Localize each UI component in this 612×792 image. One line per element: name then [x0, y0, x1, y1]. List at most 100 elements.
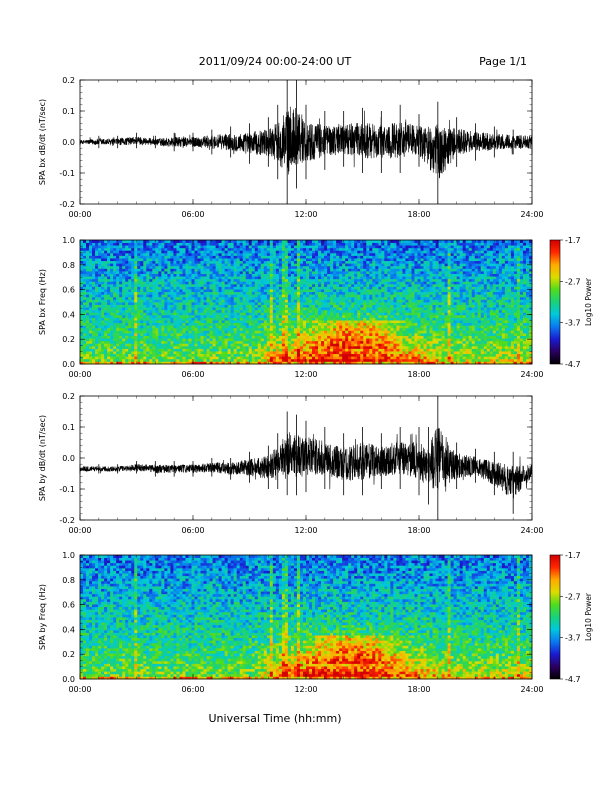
spectrogram-cell: [321, 273, 325, 277]
spectrogram-cell: [251, 271, 256, 274]
spectrogram-cell: [287, 304, 292, 308]
spectrogram-cell: [179, 314, 183, 318]
spectrogram-cell: [381, 351, 385, 355]
spectrogram-cell: [242, 268, 247, 272]
spectrogram-cell: [296, 278, 301, 282]
spectrogram-cell: [212, 247, 216, 251]
spectrogram-cell: [351, 333, 355, 336]
spectrogram-cell: [113, 263, 117, 267]
spectrogram-cell: [333, 317, 337, 321]
spectrogram-cell: [137, 281, 141, 285]
spectrogram-cell: [203, 273, 207, 277]
spectrogram-cell: [212, 271, 216, 274]
spectrogram-cell: [302, 263, 307, 267]
spectrogram-cell: [230, 314, 235, 318]
spectrogram-cell: [158, 327, 162, 331]
spectrogram-cell: [206, 340, 210, 344]
spectrogram-cell: [215, 307, 220, 311]
spectrogram-cell: [227, 361, 232, 365]
spectrogram-cell: [345, 260, 349, 264]
spectrogram-cell: [293, 325, 298, 329]
spectrogram-cell: [284, 345, 289, 349]
spectrogram-cell: [173, 252, 177, 256]
spectrogram-cell: [203, 320, 207, 324]
spectrogram-cell: [203, 351, 207, 355]
spectrogram-cell: [281, 299, 286, 303]
spectrogram-cell: [372, 314, 376, 318]
spectrogram-cell: [330, 245, 334, 249]
spectrogram-cell: [378, 351, 382, 355]
spectrogram-cell: [146, 258, 150, 262]
spectrogram-cell: [345, 268, 349, 272]
spectrogram-cell: [167, 291, 171, 295]
spectrogram-cell: [146, 335, 150, 339]
spectrogram-cell: [122, 345, 126, 349]
spectrogram-cell: [230, 263, 235, 267]
spectrogram-cell: [191, 340, 195, 344]
spectrogram-cell: [242, 271, 247, 274]
spectrogram-cell: [143, 286, 147, 290]
spectrogram-cell: [324, 247, 328, 251]
spectrogram-cell: [98, 356, 102, 360]
spectrogram-cell: [200, 358, 204, 362]
spectrogram-cell: [369, 265, 373, 269]
spectrogram-cell: [113, 260, 117, 264]
spectrogram-cell: [290, 333, 295, 336]
spectrogram-cell: [336, 348, 340, 352]
spectrogram-cell: [369, 242, 373, 246]
spectrogram-cell: [215, 361, 220, 365]
spectrogram-cell: [89, 271, 93, 274]
spectrogram-cell: [260, 242, 265, 246]
spectrogram-cell: [179, 263, 183, 267]
spectrogram-cell: [203, 250, 207, 254]
spectrogram-cell: [378, 271, 382, 274]
spectrogram-cell: [324, 255, 328, 259]
spectrogram-cell: [122, 356, 126, 360]
spectrogram-cell: [242, 309, 247, 313]
spectrogram-cell: [330, 271, 334, 274]
spectrogram-cell: [143, 343, 147, 347]
spectrogram-cell: [128, 322, 132, 326]
spectrogram-cell: [179, 309, 183, 313]
spectrogram-cell: [89, 333, 93, 336]
spectrogram-cell: [242, 361, 247, 365]
spectrogram-cell: [149, 242, 153, 246]
spectrogram-cell: [230, 247, 235, 251]
spectrogram-cell: [119, 258, 123, 262]
spectrogram-cell: [188, 289, 192, 293]
spectrogram-cell: [293, 361, 298, 365]
spectrogram-cell: [318, 356, 322, 360]
spectrogram-cell: [149, 304, 153, 308]
spectrogram-cell: [176, 304, 180, 308]
spectrogram-cell: [89, 353, 93, 357]
spectrogram-cell: [345, 356, 349, 360]
spectrogram-cell: [366, 345, 370, 349]
spectrogram-cell: [242, 286, 247, 290]
spectrogram-cell: [299, 338, 304, 342]
spectrogram-cell: [215, 317, 220, 321]
spectrogram-cell: [284, 351, 289, 355]
spectrogram-cell: [185, 345, 189, 349]
spectrogram-cell: [218, 358, 223, 362]
spectrogram-cell: [167, 327, 171, 331]
spectrogram-cell: [242, 335, 247, 339]
spectrogram-cell: [173, 289, 177, 293]
spectrogram-cell: [233, 291, 238, 295]
spectrogram-cell: [266, 278, 271, 282]
spectrogram-cell: [143, 278, 147, 282]
spectrogram-cell: [302, 265, 307, 269]
spectrogram-cell: [369, 240, 373, 243]
spectrogram-cell: [269, 348, 274, 352]
spectrogram-cell: [315, 353, 319, 357]
spectrogram-cell: [221, 320, 226, 324]
spectrogram-cell: [330, 330, 334, 334]
spectrogram-cell: [333, 291, 337, 295]
spectrogram-cell: [194, 322, 198, 326]
spectrogram-cell: [366, 286, 370, 290]
spectrogram-cell: [290, 343, 295, 347]
spectrogram-cell: [257, 294, 262, 298]
spectrogram-cell: [164, 351, 168, 355]
spectrogram-cell: [176, 325, 180, 329]
spectrogram-cell: [173, 353, 177, 357]
spectrogram-cell: [266, 309, 271, 313]
